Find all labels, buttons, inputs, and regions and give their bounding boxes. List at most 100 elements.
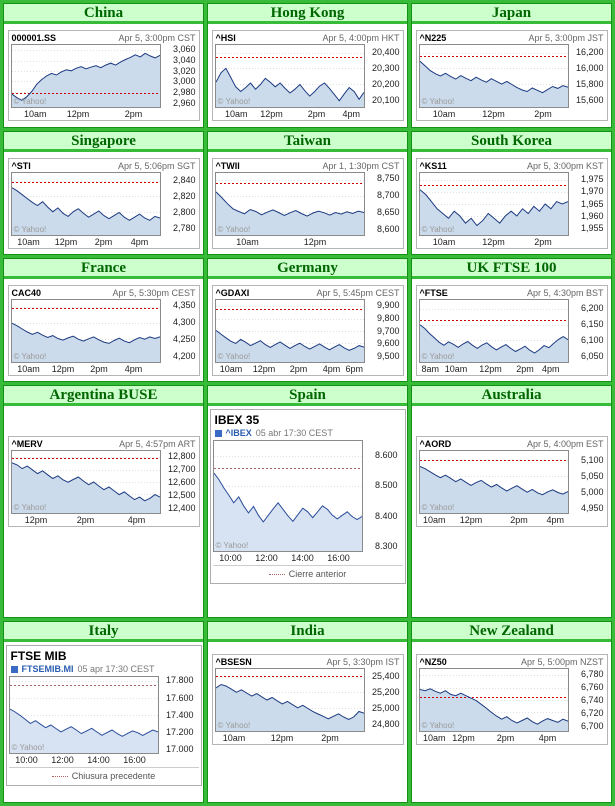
market-cell-south-korea: South Korea ^KS11 Apr 5, 3:00pm KST © Yahoo… <box>411 131 612 255</box>
y-axis-label: 6,700 <box>580 720 604 731</box>
ticker-symbol: ^FTSE <box>419 287 448 298</box>
y-axis-label: 4,950 <box>580 502 604 513</box>
market-name: Germany <box>208 259 407 279</box>
chart-timestamp: Apr 5, 4:57pm ART <box>119 439 196 449</box>
plot-row: © Yahoo! 2,840 2,820 2,800 2,780 <box>10 171 197 236</box>
plot-row: © Yahoo! 4,350 4,300 4,250 4,200 <box>10 298 197 363</box>
y-axis-label: 5,000 <box>580 486 604 497</box>
plot-area: © Yahoo! <box>214 44 365 108</box>
stock-chart-japan[interactable]: ^N225 Apr 5, 3:00pm JST © Yahoo! 16,200 16,0… <box>415 30 608 121</box>
price-line-svg <box>419 675 568 731</box>
market-cell-japan: Japan ^N225 Apr 5, 3:00pm JST © Yahoo! 16,20… <box>411 3 612 128</box>
stock-chart-argentina-buse[interactable]: ^MERV Apr 5, 4:57pm ART © Yahoo! 12,800 12,7… <box>7 436 200 527</box>
stock-chart-australia[interactable]: ^AORD Apr 5, 4:00pm EST © Yahoo! 5,100 5,050… <box>415 436 608 527</box>
x-axis: 10:00 12:00 14:00 16:00 <box>9 754 159 765</box>
x-axis-label: 14:00 <box>291 553 314 563</box>
y-axis-label: 2,980 <box>172 87 196 97</box>
x-axis-label: 12:00 <box>255 553 278 563</box>
y-axis-label: 8.600 <box>374 450 398 461</box>
y-axis-label: 6,760 <box>580 682 604 693</box>
stock-chart-new-zealand[interactable]: ^NZ50 Apr 5, 5:00pm NZST © Yahoo! 6,780 6,76… <box>415 654 608 745</box>
x-axis-label: 16:00 <box>123 755 146 765</box>
x-axis-label: 10am <box>17 363 40 374</box>
plot-row: © Yahoo! 20,400 20,300 20,200 20,100 <box>214 44 401 108</box>
x-axis-label: 2pm <box>289 363 308 374</box>
chart-legend: ^IBEX 05 abr 17:30 CEST <box>213 427 403 440</box>
x-axis-label: 4pm <box>538 733 557 743</box>
market-name: Spain <box>208 386 407 406</box>
yahoo-watermark: © Yahoo! <box>421 351 455 361</box>
y-axis: 8,750 8,700 8,650 8,600 <box>365 172 401 236</box>
x-axis-label: 10am <box>423 733 446 743</box>
stock-chart-spain[interactable]: IBEX 35 ^IBEX 05 abr 17:30 CEST © Yahoo! 8.6… <box>209 409 406 584</box>
y-axis-label: 24,800 <box>371 719 400 729</box>
plot-row: © Yahoo! 8,750 8,700 8,650 8,600 <box>214 171 401 236</box>
y-axis-label: 17.400 <box>165 710 194 720</box>
chart-timestamp: Apr 5, 3:00pm JST <box>528 33 604 43</box>
y-axis-label: 9,700 <box>376 325 400 336</box>
stock-chart-france[interactable]: CAC40 Apr 5, 5:30pm CEST © Yahoo! 4,350 4,30… <box>7 284 200 376</box>
stock-chart-singapore[interactable]: ^STI Apr 5, 5:06pm SGT © Yahoo! 2,840 2,820 2… <box>7 157 200 249</box>
plot-area: © Yahoo! <box>10 44 161 108</box>
stock-chart-germany[interactable]: ^GDAXI Apr 5, 5:45pm CEST © Yahoo! 9,900 9,8… <box>211 284 404 376</box>
x-axis-label: 12pm <box>252 363 276 374</box>
x-axis-label: 10am <box>432 109 456 119</box>
market-cell-body: ^MERV Apr 5, 4:57pm ART © Yahoo! 12,800 12,7… <box>4 406 203 617</box>
plot-area: © Yahoo! <box>212 440 363 552</box>
stock-chart-uk-ftse-100[interactable]: ^FTSE Apr 5, 4:30pm BST © Yahoo! 6,200 6,150… <box>415 284 608 376</box>
y-axis-label: 4,250 <box>172 333 196 344</box>
x-axis-label: 12pm <box>260 109 283 119</box>
plot-area: © Yahoo! <box>214 668 365 732</box>
chart-timestamp: Apr 5, 5:45pm CEST <box>316 287 400 298</box>
x-axis: 8am 10am 12pm 2pm 4pm <box>419 363 569 374</box>
y-axis-label: 6,780 <box>580 669 604 680</box>
dotted-line-icon <box>268 574 285 576</box>
legend-square-icon <box>214 429 222 437</box>
y-axis: 20,400 20,300 20,200 20,100 <box>365 44 401 108</box>
y-axis-label: 17.200 <box>165 727 194 738</box>
y-axis-label: 20,100 <box>371 95 400 105</box>
stock-chart-india[interactable]: ^BSESN Apr 5, 3:30pm IST © Yahoo! 25,400 25,… <box>211 654 404 745</box>
plot-area: © Yahoo! <box>214 298 365 363</box>
x-axis-label: 4pm <box>541 363 560 374</box>
plot-row: © Yahoo! 25,400 25,200 25,000 24,800 <box>214 668 401 732</box>
x-axis-label: 4pm <box>546 515 564 525</box>
ticker-symbol: ^NZ50 <box>419 657 447 667</box>
y-axis-label: 1,960 <box>580 210 604 221</box>
plot-row: © Yahoo! 9,900 9,800 9,700 9,600 9,500 <box>214 298 401 363</box>
x-axis-label: 10am <box>236 236 259 247</box>
stock-chart-taiwan[interactable]: ^TWII Apr 1, 1:30pm CST © Yahoo! 8,750 8,700… <box>211 157 404 249</box>
y-axis: 2,840 2,820 2,800 2,780 <box>161 172 197 236</box>
x-axis-label: 2pm <box>90 363 108 374</box>
market-cell-body: CAC40 Apr 5, 5:30pm CEST © Yahoo! 4,350 4,30… <box>4 279 203 381</box>
legend-square-icon <box>10 665 18 673</box>
y-axis-label: 3,060 <box>172 44 196 55</box>
stock-chart-italy[interactable]: FTSE MIB FTSEMIB.MI 05 apr 17:30 CEST © Yah… <box>5 645 202 786</box>
chart-timestamp: Apr 5, 4:00pm EST <box>526 439 604 449</box>
plot-row: © Yahoo! 12,800 12,700 12,600 12,500 12,400 <box>10 450 197 514</box>
y-axis-label: 17.800 <box>165 675 194 686</box>
price-line-svg <box>213 456 362 551</box>
y-axis-label: 4,300 <box>172 317 196 328</box>
ticker-symbol: ^STI <box>11 160 31 171</box>
stock-chart-hong-kong[interactable]: ^HSI Apr 5, 4:00pm HKT © Yahoo! 20,400 20,30… <box>211 30 404 121</box>
yahoo-watermark: © Yahoo! <box>217 721 251 730</box>
stock-chart-china[interactable]: 000001.SS Apr 5, 3:00pm CST © Yahoo! 3,060 3… <box>7 30 200 121</box>
x-axis-label: 2pm <box>307 109 326 119</box>
market-name: Italy <box>4 622 203 642</box>
price-line-svg <box>215 305 364 362</box>
plot-area: © Yahoo! <box>418 171 569 236</box>
yahoo-watermark: © Yahoo! <box>217 351 251 361</box>
price-line-svg <box>419 179 568 235</box>
market-name: New Zealand <box>412 622 611 642</box>
market-cell-body: ^N225 Apr 5, 3:00pm JST © Yahoo! 16,200 16,0… <box>412 24 611 127</box>
market-cell-italy: Italy FTSE MIB FTSEMIB.MI 05 apr 17:30 CEST… <box>3 621 204 803</box>
y-axis-label: 8.400 <box>374 510 398 521</box>
x-axis-label: 2pm <box>516 363 534 374</box>
y-axis-label: 16,200 <box>575 47 604 57</box>
price-line-svg <box>419 308 568 362</box>
ticker-symbol: ^KS11 <box>419 160 447 171</box>
stock-chart-south-korea[interactable]: ^KS11 Apr 5, 3:00pm KST © Yahoo! 1,975 1,970… <box>415 157 608 249</box>
yahoo-watermark: © Yahoo! <box>421 503 455 512</box>
